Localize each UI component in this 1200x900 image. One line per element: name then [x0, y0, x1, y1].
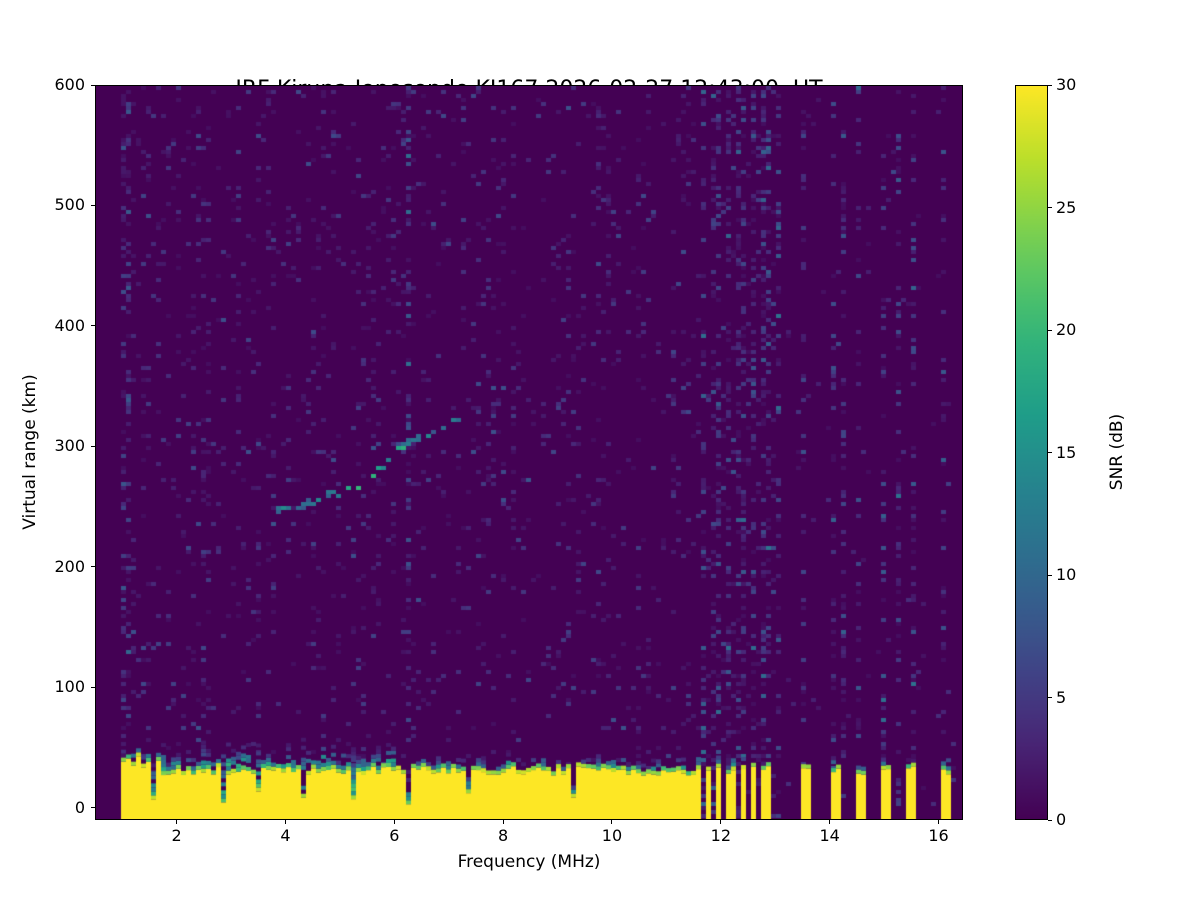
- colorbar-tick-label: 25: [1056, 197, 1077, 217]
- x-tick-label: 2: [171, 826, 182, 845]
- y-tick-label: 500: [54, 195, 85, 215]
- x-tick-mark: [720, 820, 722, 824]
- y-tick-mark: [91, 325, 95, 327]
- y-tick-label: 100: [54, 677, 85, 697]
- colorbar: [1015, 85, 1048, 820]
- x-tick-label: 4: [280, 826, 291, 845]
- x-tick-label: 6: [389, 826, 400, 845]
- colorbar-gradient-canvas: [1016, 86, 1047, 819]
- x-tick-mark: [938, 820, 939, 824]
- y-tick-label: 300: [54, 436, 85, 456]
- x-tick-label: 14: [819, 826, 840, 845]
- colorbar-tick-mark: [1048, 329, 1052, 331]
- y-tick-mark: [91, 204, 95, 206]
- colorbar-tick-mark: [1048, 697, 1052, 698]
- x-tick-mark: [502, 820, 504, 824]
- colorbar-tick-mark: [1048, 84, 1052, 86]
- colorbar-tick-label: 15: [1056, 442, 1077, 462]
- colorbar-tick-label: 20: [1056, 320, 1077, 339]
- colorbar-tick-label: 10: [1056, 565, 1077, 584]
- colorbar-tick-mark: [1048, 819, 1052, 821]
- colorbar-tick-mark: [1048, 452, 1052, 453]
- y-tick-label: 600: [54, 75, 85, 94]
- y-tick-label: 0: [74, 797, 85, 817]
- plot-area: [95, 85, 963, 820]
- y-tick-label: 200: [54, 556, 85, 576]
- y-axis-label: Virtual range (km): [20, 374, 40, 530]
- x-axis-label: Frequency (MHz): [457, 852, 601, 872]
- y-tick-mark: [91, 566, 95, 568]
- x-tick-label: 10: [601, 826, 623, 845]
- y-tick-mark: [91, 445, 95, 447]
- x-tick-mark: [611, 820, 613, 824]
- ionogram-heatmap-canvas: [96, 86, 962, 819]
- colorbar-tick-mark: [1048, 574, 1052, 576]
- y-tick-mark: [91, 807, 95, 809]
- colorbar-tick-label: 30: [1056, 75, 1077, 94]
- x-tick-mark: [176, 820, 178, 824]
- y-tick-label: 400: [54, 315, 85, 335]
- colorbar-tick-mark: [1048, 207, 1052, 208]
- x-tick-mark: [284, 820, 286, 824]
- colorbar-label: SNR (dB): [1107, 413, 1127, 491]
- y-tick-mark: [91, 686, 95, 688]
- x-tick-mark: [393, 820, 395, 824]
- colorbar-tick-label: 5: [1056, 687, 1067, 707]
- x-tick-label: 12: [710, 826, 731, 845]
- y-tick-mark: [91, 84, 95, 86]
- x-tick-mark: [829, 820, 831, 824]
- x-tick-label: 8: [498, 826, 509, 845]
- colorbar-tick-label: 0: [1056, 810, 1067, 829]
- x-tick-label: 16: [928, 826, 949, 845]
